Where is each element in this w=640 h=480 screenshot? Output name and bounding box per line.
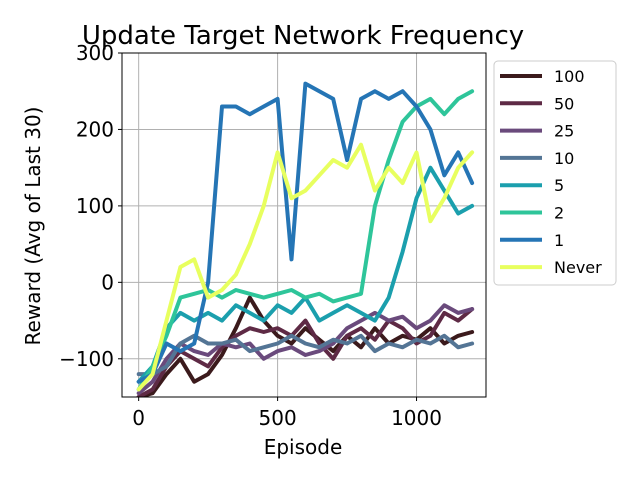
x-axis-ticks: 0 500 1000	[132, 397, 442, 430]
x-axis-label: Episode	[264, 435, 343, 459]
y-tick-label: 200	[76, 117, 114, 141]
legend-label-1: 1	[554, 231, 564, 250]
x-tick-label: 0	[132, 406, 145, 430]
legend-label-100: 100	[554, 67, 585, 86]
y-tick-label: 300	[76, 41, 114, 65]
series-line-25	[136, 303, 475, 396]
legend-label-50: 50	[554, 94, 574, 113]
x-tick-label: 1000	[391, 406, 442, 430]
y-tick-label: −100	[59, 347, 114, 371]
plot-area-frame	[121, 52, 487, 398]
legend-label-2: 2	[554, 204, 564, 223]
legend-label-5: 5	[554, 176, 564, 195]
y-axis-label: Reward (Avg of Last 30)	[21, 107, 45, 346]
legend: 100 50 25 10 5 2 1 Never	[493, 60, 617, 286]
plot-series	[136, 81, 475, 397]
x-tick-label: 500	[259, 406, 297, 430]
y-axis-ticks: −100 0 100 200 300	[59, 41, 122, 371]
chart-title: Update Target Network Frequency	[82, 21, 524, 51]
legend-label-never: Never	[554, 258, 602, 277]
legend-label-10: 10	[554, 149, 574, 168]
legend-label-25: 25	[554, 122, 574, 141]
series-line-never	[136, 142, 475, 392]
legend-frame	[493, 60, 617, 286]
series-line-50	[136, 307, 475, 397]
series-line-1	[136, 81, 475, 384]
y-tick-label: 100	[76, 194, 114, 218]
y-tick-label: 0	[101, 270, 114, 294]
